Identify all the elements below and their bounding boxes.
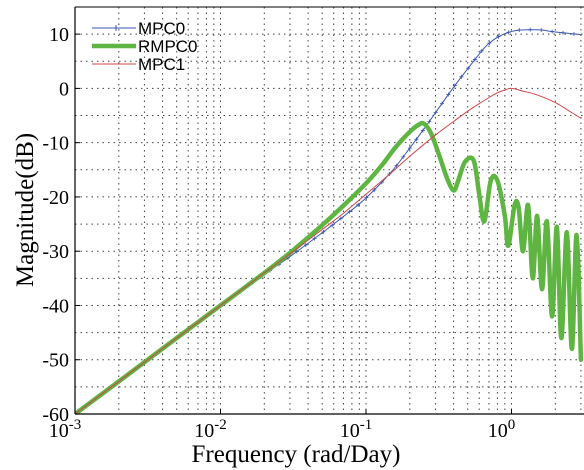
series-marker-mpc0 bbox=[294, 249, 299, 254]
series-line-mpc1 bbox=[75, 87, 582, 414]
x-tick-label: 10-3 bbox=[49, 417, 82, 442]
series-marker-mpc0 bbox=[364, 195, 369, 200]
x-tick-label: 100 bbox=[488, 417, 516, 442]
y-tick-label: -50 bbox=[42, 350, 69, 372]
series-marker-mpc0 bbox=[303, 243, 308, 248]
x-tick-label: 10-2 bbox=[194, 417, 227, 442]
series-marker-mpc0 bbox=[561, 30, 566, 35]
series-marker-mpc0 bbox=[487, 40, 492, 45]
series-marker-mpc0 bbox=[372, 187, 377, 192]
legend-marker-mpc0 bbox=[113, 25, 119, 31]
series-marker-mpc0 bbox=[496, 34, 501, 39]
x-tick-exponent: -3 bbox=[69, 417, 82, 433]
series-marker-mpc0 bbox=[420, 128, 425, 133]
y-tick-label: -40 bbox=[42, 295, 69, 317]
series-marker-mpc0 bbox=[506, 30, 511, 35]
series-marker-mpc0 bbox=[338, 216, 343, 221]
x-tick-base: 10 bbox=[488, 420, 508, 442]
series-marker-mpc0 bbox=[446, 92, 451, 97]
series-marker-mpc0 bbox=[414, 137, 419, 142]
series-marker-mpc0 bbox=[452, 83, 457, 88]
series-marker-mpc0 bbox=[528, 27, 533, 32]
x-tick-exponent: -1 bbox=[360, 417, 373, 433]
legend-label-mpc1: MPC1 bbox=[138, 55, 185, 74]
series-marker-mpc0 bbox=[479, 48, 484, 53]
series-marker-mpc0 bbox=[571, 31, 576, 36]
y-tick-label: 0 bbox=[59, 78, 69, 100]
y-axis-title: Magnitude(dB) bbox=[12, 133, 39, 287]
y-tick-label: -60 bbox=[42, 404, 69, 426]
series-marker-mpc0 bbox=[427, 119, 432, 124]
series-marker-mpc0 bbox=[347, 209, 352, 214]
y-tick-label: 10 bbox=[49, 24, 69, 46]
series-marker-mpc0 bbox=[356, 202, 361, 207]
series-marker-mpc0 bbox=[472, 57, 477, 62]
series-marker-mpc0 bbox=[330, 223, 335, 228]
series-marker-mpc0 bbox=[459, 74, 464, 79]
legend-label-rmpc0: RMPC0 bbox=[138, 37, 198, 56]
series-marker-mpc0 bbox=[321, 229, 326, 234]
series-marker-mpc0 bbox=[394, 163, 399, 168]
y-tick-label: -30 bbox=[42, 241, 69, 263]
x-tick-base: 10 bbox=[340, 420, 360, 442]
series-marker-mpc0 bbox=[407, 146, 412, 151]
legend-label-mpc0: MPC0 bbox=[138, 19, 185, 38]
x-tick-base: 10 bbox=[194, 420, 214, 442]
series-marker-mpc0 bbox=[433, 110, 438, 115]
plot-area bbox=[75, 27, 584, 414]
x-tick-base: 10 bbox=[49, 420, 69, 442]
series-marker-mpc0 bbox=[466, 66, 471, 71]
y-tick-labels: 10 0 -10 -20 -30 -40 -50 -60 bbox=[42, 24, 80, 426]
series-marker-mpc0 bbox=[550, 29, 555, 34]
series-marker-mpc0 bbox=[539, 27, 544, 32]
y-tick-label: -20 bbox=[42, 187, 69, 209]
series-marker-mpc0 bbox=[401, 154, 406, 159]
x-tick-exponent: -2 bbox=[214, 417, 227, 433]
y-tick-label: -10 bbox=[42, 133, 69, 155]
x-tick-labels: 10-3 10-2 10-1 100 bbox=[49, 409, 516, 442]
series-line-rmpc0 bbox=[75, 120, 584, 414]
x-tick-exponent: 0 bbox=[508, 417, 516, 433]
series-group bbox=[75, 27, 584, 414]
x-tick-label: 10-1 bbox=[340, 417, 373, 442]
axes bbox=[74, 6, 584, 415]
series-marker-mpc0 bbox=[440, 101, 445, 106]
series-marker-mpc0 bbox=[312, 236, 317, 241]
x-axis-title: Frequency (rad/Day) bbox=[192, 441, 401, 468]
series-marker-mpc0 bbox=[517, 28, 522, 33]
